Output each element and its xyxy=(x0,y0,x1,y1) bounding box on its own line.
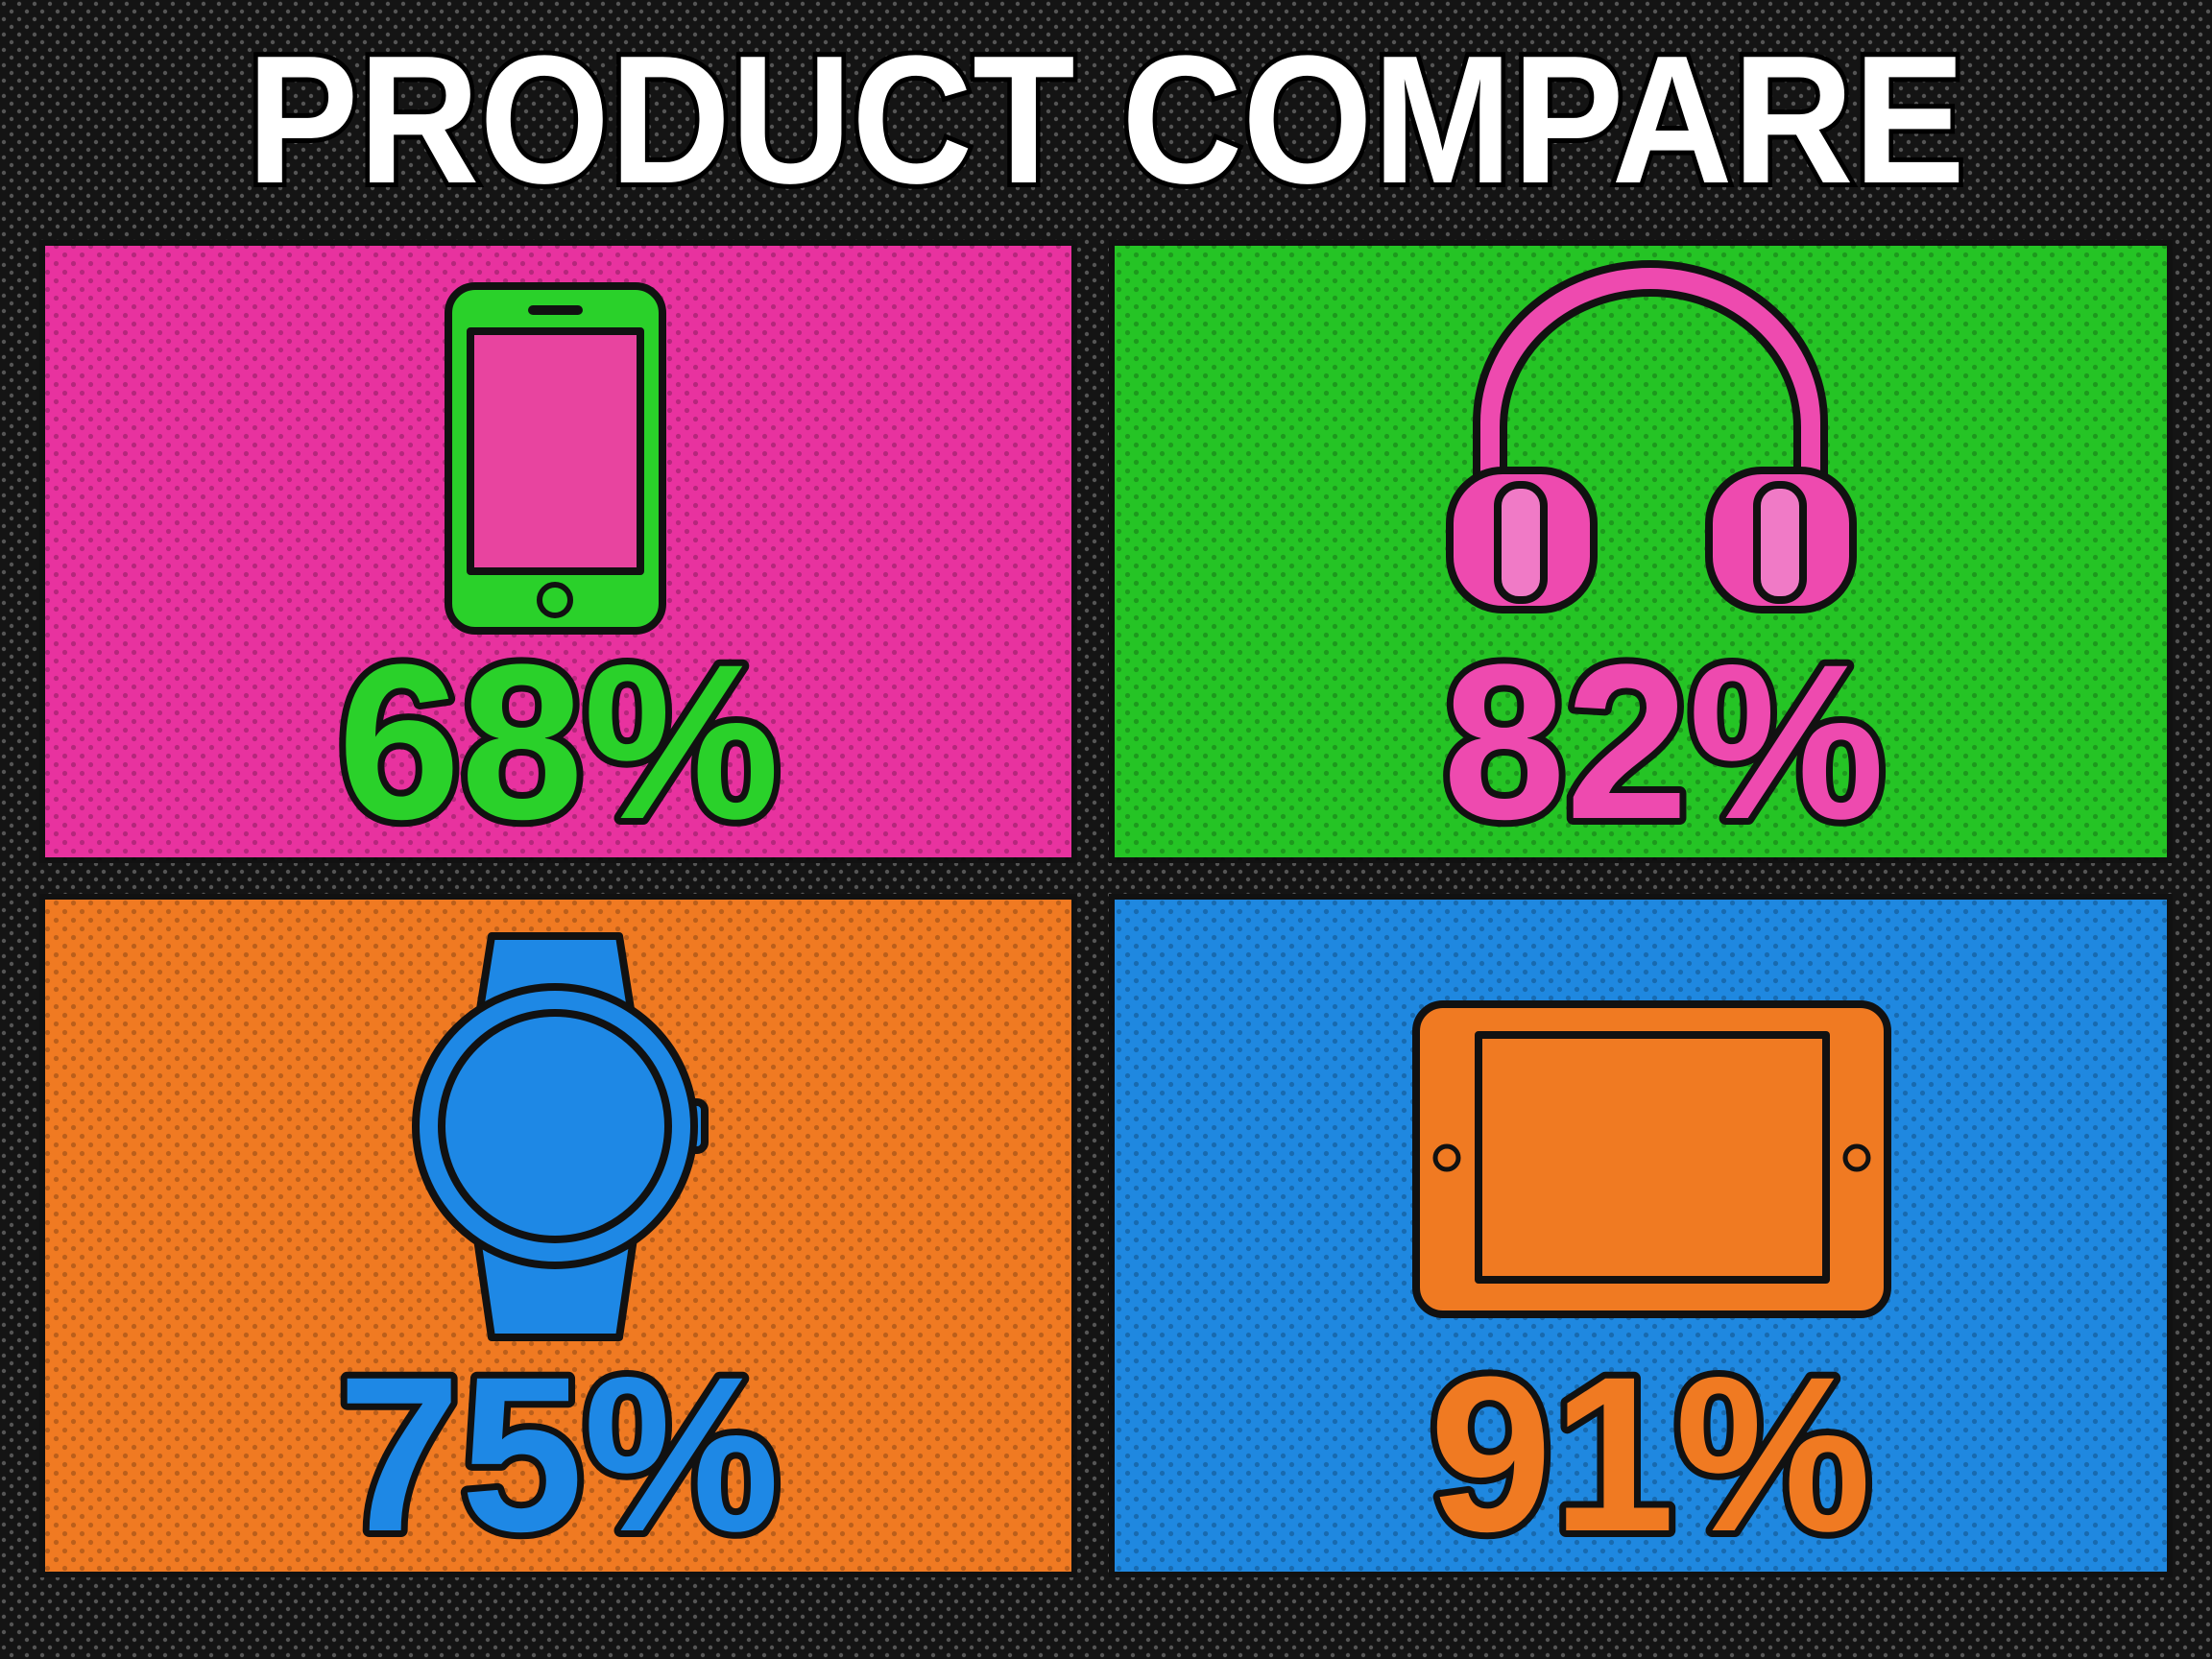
smartphone-icon xyxy=(445,282,666,635)
headphones-icon xyxy=(1446,260,1857,613)
percentage: 75% xyxy=(338,1331,780,1577)
panel: 91% xyxy=(1109,894,2173,1584)
smartwatch-icon xyxy=(412,932,709,1341)
panel: 75% xyxy=(39,894,1077,1584)
title: PRODUCT COMPARE xyxy=(247,18,1965,222)
percentage: 68% xyxy=(338,618,780,865)
panel: 68% xyxy=(39,240,1077,872)
percentage: 91% xyxy=(1430,1331,1871,1577)
tablet-icon xyxy=(1412,1000,1891,1318)
percentage: 82% xyxy=(1443,618,1885,865)
panel: 82% xyxy=(1109,240,2173,872)
